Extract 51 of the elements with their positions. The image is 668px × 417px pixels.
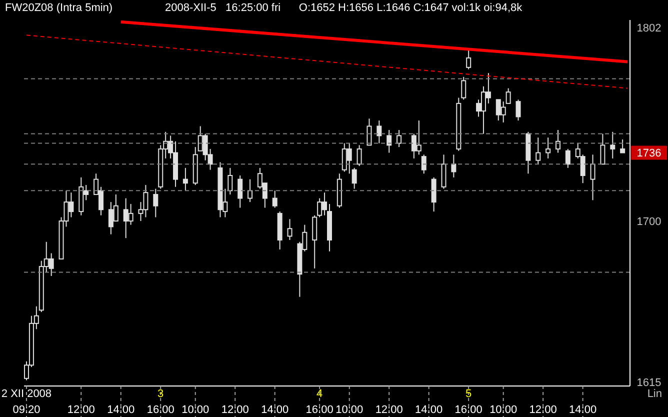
candlestick bbox=[441, 154, 446, 190]
candlestick bbox=[396, 129, 402, 148]
candlestick bbox=[312, 214, 318, 269]
candlestick bbox=[287, 218, 292, 240]
x-tick-label: 10:00 bbox=[490, 404, 518, 416]
candlestick bbox=[600, 133, 606, 165]
y-tick-label: 1802 bbox=[636, 22, 662, 35]
x-tick-label: 12:00 bbox=[221, 404, 249, 416]
candlestick bbox=[546, 137, 551, 159]
y-tick-label: 1615 bbox=[636, 377, 662, 390]
chart-title: FW20Z08 (Intra 5min) bbox=[5, 2, 113, 14]
candlestick bbox=[182, 167, 188, 192]
candlestick bbox=[590, 154, 596, 201]
x-tick-label: 12:00 bbox=[529, 404, 557, 416]
x-tick-label: 14:00 bbox=[415, 404, 443, 416]
candlestick bbox=[238, 175, 243, 208]
candlestick bbox=[153, 188, 158, 218]
candlestick bbox=[461, 76, 466, 100]
candlestick bbox=[620, 138, 626, 154]
candlestick bbox=[466, 48, 472, 70]
candlestick bbox=[431, 176, 436, 212]
x-tick-label: 12:00 bbox=[67, 404, 95, 416]
x-tick-label: 5 16:00 bbox=[454, 388, 482, 416]
candlestick bbox=[610, 131, 616, 159]
text: Lin bbox=[647, 388, 662, 400]
candlestick bbox=[565, 148, 570, 168]
candlestick bbox=[506, 88, 511, 104]
candlestick bbox=[536, 137, 541, 165]
x-tick-label: 3 16:00 bbox=[146, 388, 174, 416]
y-tick-label: 1736 bbox=[636, 148, 662, 160]
x-tick-label: 4 16:00 bbox=[306, 388, 334, 416]
candlestick bbox=[376, 120, 382, 144]
candlestick bbox=[352, 167, 357, 190]
x-tick-label: 10:00 bbox=[336, 404, 364, 416]
candlestick bbox=[248, 178, 253, 203]
x-tick-label: 14:00 bbox=[261, 404, 289, 416]
x-tick-label: 12:00 bbox=[375, 404, 403, 416]
y-tick-label: 1700 bbox=[636, 216, 662, 228]
x-tick-label: 10:00 bbox=[182, 404, 210, 416]
candlestick bbox=[516, 99, 521, 122]
candlestick bbox=[386, 129, 392, 154]
chart-subtitle: 2008-XII-5 16:25:00 fri O:1652 H:1656 L:1646 C:1647 vol:1k oi:94,8k bbox=[165, 2, 522, 14]
x-tick-label: 14:00 bbox=[569, 404, 597, 416]
candlestick bbox=[421, 154, 426, 174]
candlestick bbox=[356, 144, 362, 167]
candlestick bbox=[228, 167, 233, 195]
candlestick bbox=[366, 118, 372, 146]
x-tick-label: 14:00 bbox=[107, 404, 135, 416]
candlestick bbox=[451, 154, 456, 178]
x-tick-label: 2 XII 2008 09:20 bbox=[1, 388, 52, 416]
candlestick bbox=[272, 190, 278, 208]
